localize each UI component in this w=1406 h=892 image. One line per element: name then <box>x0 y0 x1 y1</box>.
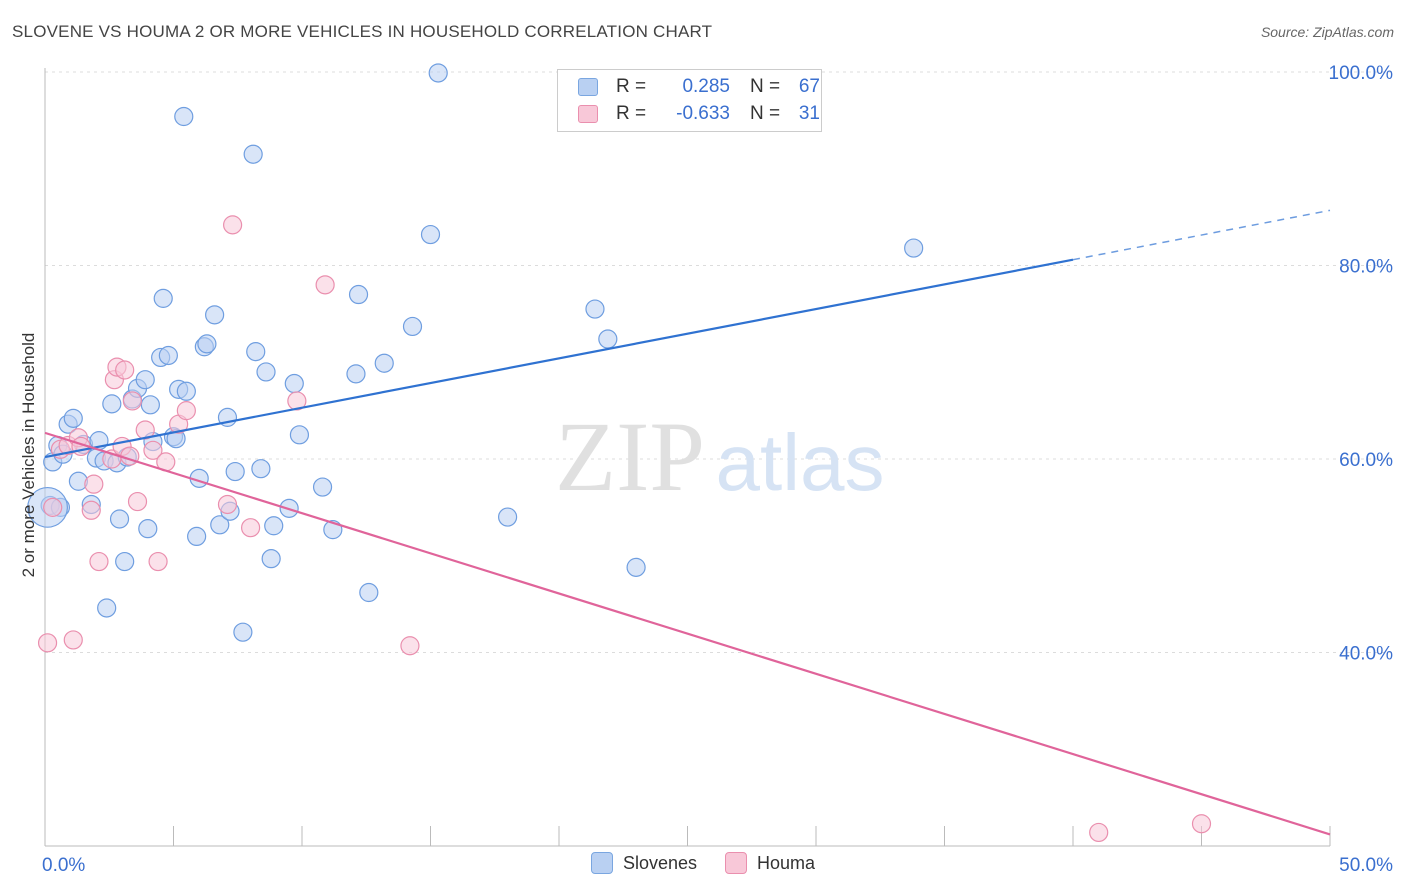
point-slovenes-61 <box>498 507 518 527</box>
legend-r-label: R = <box>616 103 647 124</box>
point-slovenes-60 <box>428 63 448 83</box>
x-tick-label-0: 0.0% <box>42 855 85 876</box>
point-slovenes-45 <box>251 459 271 479</box>
legend-item-slovenes: Slovenes <box>590 852 698 874</box>
point-slovenes-55 <box>348 284 369 305</box>
legend-n-value: 31 <box>798 103 820 124</box>
correlation-legend: R = 0.285 N = 67 R = -0.633 N = 31 <box>557 69 822 132</box>
point-houma-26 <box>241 518 261 538</box>
point-houma-20 <box>148 551 168 572</box>
point-houma-18 <box>135 420 155 440</box>
data-points <box>27 63 1212 843</box>
source-label: Source: ZipAtlas.com <box>1260 24 1394 40</box>
point-slovenes-51 <box>289 425 310 445</box>
point-houma-7 <box>81 500 101 520</box>
point-slovenes-44 <box>246 342 266 362</box>
point-slovenes-14 <box>102 394 122 414</box>
point-houma-23 <box>176 401 196 421</box>
point-houma-24 <box>217 494 238 515</box>
legend-row-slovenes: R = 0.285 N = 67 <box>578 74 820 100</box>
point-slovenes-64 <box>626 557 646 577</box>
point-slovenes-52 <box>312 477 333 497</box>
point-slovenes-43 <box>243 144 263 164</box>
point-slovenes-47 <box>261 549 281 569</box>
y-axis-label: 2 or more Vehicles in Household <box>19 333 38 578</box>
legend-r-value: 0.285 <box>682 76 730 97</box>
point-slovenes-63 <box>598 329 618 349</box>
point-houma-14 <box>115 360 135 380</box>
point-houma-9 <box>89 551 109 572</box>
point-houma-16 <box>122 391 142 411</box>
point-houma-8 <box>84 474 104 494</box>
point-houma-17 <box>127 491 148 512</box>
legend-swatch-houma <box>725 852 748 874</box>
point-houma-28 <box>315 275 335 295</box>
y-tick-label-1: 60.0% <box>1339 450 1393 471</box>
trend-line-slovenes <box>44 258 1074 459</box>
point-slovenes-58 <box>402 316 423 337</box>
legend-n-label: N = <box>750 103 781 124</box>
legend-swatch-houma <box>578 105 598 123</box>
point-slovenes-50 <box>284 373 304 394</box>
point-slovenes-54 <box>346 364 366 384</box>
legend-swatch-slovenes <box>590 852 613 874</box>
point-slovenes-26 <box>153 288 173 308</box>
legend-item-houma: Houma <box>725 852 815 874</box>
y-tick-label-2: 80.0% <box>1339 257 1393 278</box>
point-slovenes-22 <box>138 519 158 539</box>
point-houma-29 <box>400 636 420 656</box>
point-slovenes-33 <box>187 526 207 547</box>
point-slovenes-32 <box>176 381 196 401</box>
point-houma-4 <box>63 630 83 650</box>
tick-labels: 40.0% 60.0% 80.0% 100.0% 0.0% 50.0% <box>42 63 1393 876</box>
point-slovenes-31 <box>174 106 194 127</box>
point-slovenes-65 <box>904 238 924 258</box>
legend-n-label: N = <box>750 76 781 97</box>
point-houma-30 <box>1089 822 1109 843</box>
trend-line-houma <box>44 431 1331 836</box>
trend-line-slovenes-extension <box>1072 209 1331 261</box>
point-slovenes-48 <box>264 516 284 536</box>
point-slovenes-46 <box>256 362 276 382</box>
point-slovenes-17 <box>115 551 135 572</box>
legend-r-value: -0.633 <box>676 103 730 124</box>
y-tick-label-3: 100.0% <box>1329 63 1394 84</box>
series-legend: Slovenes Houma <box>0 852 1406 874</box>
point-houma-1 <box>43 497 63 517</box>
point-houma-19 <box>143 440 163 460</box>
point-slovenes-16 <box>109 509 130 529</box>
point-slovenes-59 <box>420 224 441 245</box>
legend-label-houma: Houma <box>757 852 816 873</box>
point-slovenes-57 <box>374 353 394 373</box>
watermark-atlas: atlas <box>716 418 885 507</box>
point-slovenes-23 <box>140 395 160 415</box>
point-slovenes-36 <box>197 334 217 354</box>
point-slovenes-62 <box>585 299 605 319</box>
point-slovenes-37 <box>205 305 225 325</box>
point-slovenes-38 <box>210 515 230 535</box>
legend-n-value: 67 <box>798 76 820 97</box>
legend-row-houma: R = -0.633 N = 31 <box>578 101 820 127</box>
point-slovenes-6 <box>63 408 83 428</box>
legend-r-label: R = <box>616 76 647 97</box>
watermark: ZIP atlas <box>555 401 884 512</box>
chart-title: SLOVENE VS HOUMA 2 OR MORE VEHICLES IN H… <box>12 22 713 41</box>
point-houma-25 <box>223 215 243 235</box>
point-slovenes-13 <box>97 598 117 618</box>
point-slovenes-21 <box>135 370 155 390</box>
y-tick-label-0: 40.0% <box>1339 644 1393 665</box>
watermark-zip: ZIP <box>555 401 705 512</box>
x-tick-label-1: 50.0% <box>1339 855 1393 876</box>
point-slovenes-27 <box>158 345 178 366</box>
trend-lines <box>44 209 1331 836</box>
point-slovenes-56 <box>359 582 379 603</box>
point-houma-0 <box>37 633 58 653</box>
point-houma-31 <box>1191 814 1212 834</box>
legend-swatch-slovenes <box>578 78 598 96</box>
legend-label-slovenes: Slovenes <box>622 852 698 873</box>
point-slovenes-41 <box>225 461 245 482</box>
point-houma-27 <box>287 391 307 411</box>
point-slovenes-42 <box>233 622 253 642</box>
